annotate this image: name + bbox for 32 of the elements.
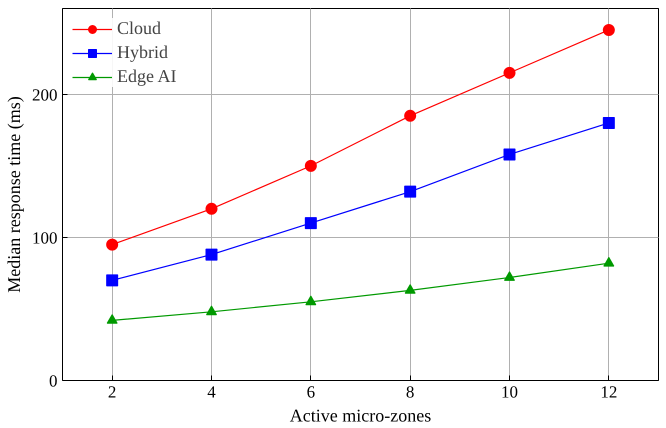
point	[206, 248, 218, 261]
point	[404, 110, 416, 122]
legend-label: Cloud	[117, 18, 162, 39]
legend-label: Hybrid	[117, 42, 168, 63]
x-tick-label: 2	[108, 382, 116, 402]
point	[602, 116, 615, 129]
point	[404, 186, 416, 198]
point	[404, 284, 416, 294]
x-tick-label: 6	[306, 382, 316, 402]
x-tick-label: 10	[501, 382, 518, 402]
y-tick-label: 100	[32, 228, 58, 248]
point	[206, 202, 218, 215]
point	[304, 217, 317, 230]
y-axis-title: Median response time (ms)	[4, 96, 24, 293]
point	[602, 24, 615, 36]
x-tick-label: 4	[207, 382, 216, 402]
point	[504, 66, 516, 79]
point	[504, 148, 516, 160]
point	[206, 306, 217, 316]
point	[603, 256, 614, 267]
x-axis-title: Active micro-zones	[290, 406, 432, 426]
point	[106, 274, 118, 286]
point	[304, 160, 317, 172]
y-tick-label: 0	[49, 372, 58, 390]
point	[106, 314, 118, 324]
x-tick-label: 8	[406, 382, 414, 402]
x-tick-label: 12	[600, 382, 618, 402]
point	[305, 296, 316, 306]
y-tick-label: 200	[32, 85, 58, 104]
point	[504, 271, 515, 281]
point	[106, 238, 118, 251]
legend-label: Edge AI	[117, 66, 176, 87]
